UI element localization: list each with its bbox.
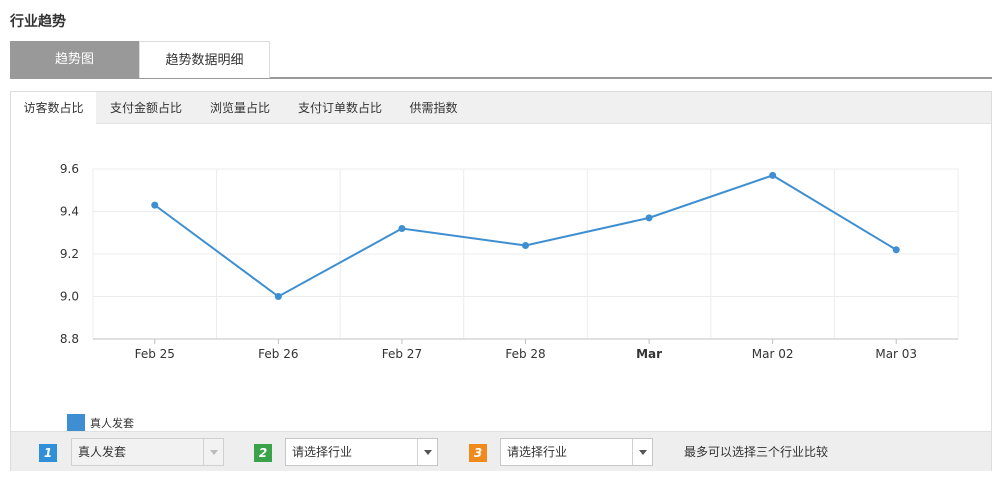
- industry-select-3-value: 请选择行业: [507, 445, 568, 459]
- data-point: [645, 214, 653, 222]
- chevron-down-icon[interactable]: [417, 439, 437, 465]
- series-line: [154, 174, 897, 298]
- industry-filter-bar: 1 真人发套 2 请选择行业 3 请选择行业 最多可以选择三个行业比较: [11, 431, 991, 471]
- x-tick-label: Feb 25: [135, 347, 175, 361]
- tab-trend-data-detail[interactable]: 趋势数据明细: [139, 41, 270, 78]
- industry-select-3[interactable]: 请选择行业: [500, 438, 653, 466]
- industry-select-1-value: 真人发套: [78, 445, 127, 459]
- industry-select-2-value: 请选择行业: [292, 445, 353, 459]
- tab-payment-order-share[interactable]: 支付订单数占比: [297, 101, 382, 115]
- badge-number-2: 2: [254, 444, 272, 462]
- legend-label: 真人发套: [90, 417, 134, 430]
- tab-payment-amount-share[interactable]: 支付金额占比: [109, 101, 182, 115]
- line-chart: 8.8 9.0 9.2 9.4 9.6 Feb 25 Feb 26 Feb 27 Feb 28 M…: [60, 162, 959, 361]
- data-point: [892, 246, 900, 254]
- y-tick-label: 8.8: [60, 332, 79, 346]
- data-point: [274, 293, 282, 300]
- data-point: [398, 225, 406, 232]
- tab-supply-demand-index[interactable]: 供需指数: [409, 101, 458, 115]
- data-point: [769, 171, 777, 179]
- x-tick-label: Feb 27: [382, 347, 422, 361]
- compare-hint: 最多可以选择三个行业比较: [684, 445, 829, 459]
- trend-chart: 8.8 9.0 9.2 9.4 9.6 Feb 25 Feb 26 Feb 27 Feb 28 M…: [11, 125, 991, 432]
- tab-pageview-share[interactable]: 浏览量占比: [209, 101, 270, 115]
- x-tick-label: Mar 03: [875, 347, 917, 361]
- x-tick-label: Feb 26: [258, 347, 298, 361]
- x-tick-label: Mar 02: [752, 347, 794, 361]
- industry-select-2[interactable]: 请选择行业: [285, 438, 438, 466]
- industry-select-1[interactable]: 真人发套: [71, 438, 224, 466]
- y-tick-label: 9.4: [60, 205, 79, 219]
- data-point: [151, 201, 159, 209]
- tab-visitor-share[interactable]: 访客数占比: [11, 92, 96, 125]
- chart-legend: 真人发套: [67, 414, 134, 432]
- badge-number-3: 3: [469, 444, 487, 462]
- section-title: 行业趋势: [10, 14, 66, 30]
- chart-panel: 访客数占比 支付金额占比 浏览量占比 支付订单数占比 供需指数 8.8 9.0 9.…: [10, 91, 992, 471]
- metric-tabs: 访客数占比 支付金额占比 浏览量占比 支付订单数占比 供需指数: [11, 92, 991, 125]
- main-tabs: 趋势图 趋势数据明细: [10, 41, 992, 79]
- data-point: [522, 242, 529, 249]
- y-tick-label: 9.6: [60, 162, 79, 176]
- chevron-down-icon[interactable]: [632, 439, 652, 465]
- chevron-down-icon: [203, 439, 223, 465]
- y-tick-label: 9.2: [60, 247, 79, 261]
- x-tick-label: Mar: [636, 347, 662, 361]
- badge-number-1: 1: [39, 444, 57, 462]
- y-tick-label: 9.0: [60, 290, 79, 304]
- legend-swatch: [67, 414, 85, 432]
- tab-trend-chart[interactable]: 趋势图: [10, 41, 139, 78]
- x-tick-label: Feb 28: [505, 347, 545, 361]
